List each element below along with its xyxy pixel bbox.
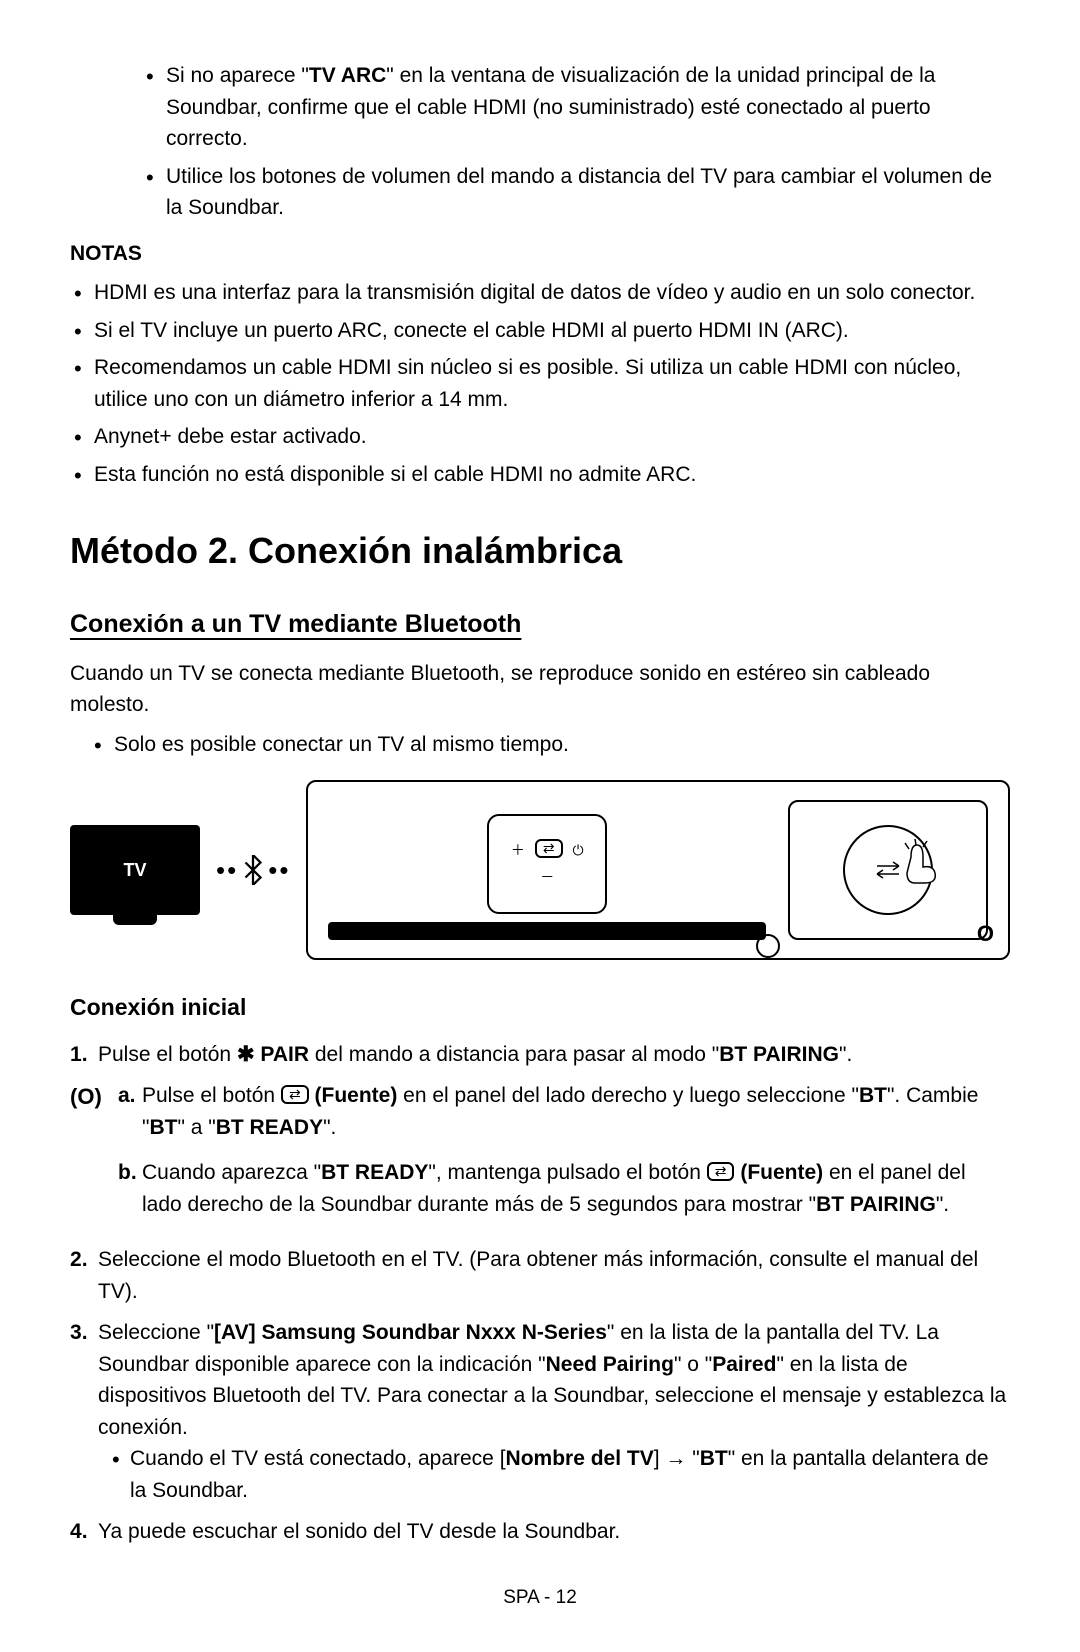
diagram-frame: ＋⇄⏻ － O [306, 780, 1010, 960]
step-a: a.Pulse el botón ⇄ (Fuente) en el panel … [142, 1080, 1010, 1143]
initial-connection-heading: Conexión inicial [70, 990, 1010, 1025]
notas-title: NOTAS [70, 238, 1010, 270]
section-heading: Método 2. Conexión inalámbrica [70, 524, 1010, 578]
step-b: b.Cuando aparezca "BT READY", mantenga p… [142, 1157, 1010, 1220]
tv-icon: TV [70, 825, 200, 915]
nota-1: HDMI es una interfaz para la transmisión… [94, 277, 1010, 309]
soundbar-top-icon [788, 800, 988, 940]
notas-list: HDMI es una interfaz para la transmisión… [70, 277, 1010, 490]
remote-icon: ＋⇄⏻ － [487, 814, 607, 914]
intro-bullet-1: Si no aparece "TV ARC" en la ventana de … [166, 60, 1010, 155]
nota-5: Esta función no está disponible si el ca… [94, 459, 1010, 491]
or-marker: (O) [70, 1080, 114, 1234]
bluetooth-icon [242, 855, 264, 885]
tv-label: TV [123, 857, 146, 884]
nota-3: Recomendamos un cable HDMI sin núcleo si… [94, 352, 1010, 415]
step-3-bullets: Cuando el TV está conectado, aparece [No… [98, 1443, 1010, 1506]
sub-steps: a.Pulse el botón ⇄ (Fuente) en el panel … [114, 1080, 1010, 1234]
subsection-heading: Conexión a un TV mediante Bluetooth [70, 606, 1010, 644]
steps-list-cont: Seleccione el modo Bluetooth en el TV. (… [70, 1244, 1010, 1548]
page-footer: SPA - 12 [70, 1584, 1010, 1613]
intro-bullet-2: Utilice los botones de volumen del mando… [166, 161, 1010, 224]
remote-and-soundbar: ＋⇄⏻ － [328, 814, 766, 940]
intro-bullets: Si no aparece "TV ARC" en la ventana de … [70, 60, 1010, 224]
step-1: Pulse el botón ✱ PAIR del mando a distan… [98, 1039, 1010, 1071]
soundbar-icon [328, 922, 766, 940]
source-button-icon [843, 825, 933, 915]
step-2: Seleccione el modo Bluetooth en el TV. (… [98, 1244, 1010, 1307]
nota-2: Si el TV incluye un puerto ARC, conecte … [94, 315, 1010, 347]
bt-bullet-list: Solo es posible conectar un TV al mismo … [70, 729, 1010, 761]
bt-intro: Cuando un TV se conecta mediante Bluetoo… [70, 658, 1010, 721]
bt-bullet: Solo es posible conectar un TV al mismo … [114, 729, 1010, 761]
diagram: TV •• •• ＋⇄⏻ － O [70, 780, 1010, 960]
bluetooth-signal-icon: •• •• [216, 851, 290, 890]
step-3: Seleccione "[AV] Samsung Soundbar Nxxx N… [98, 1317, 1010, 1506]
nota-4: Anynet+ debe estar activado. [94, 421, 1010, 453]
finger-icon [903, 837, 939, 885]
steps-list: Pulse el botón ✱ PAIR del mando a distan… [70, 1039, 1010, 1071]
step-3-bullet: Cuando el TV está conectado, aparece [No… [130, 1443, 1010, 1506]
